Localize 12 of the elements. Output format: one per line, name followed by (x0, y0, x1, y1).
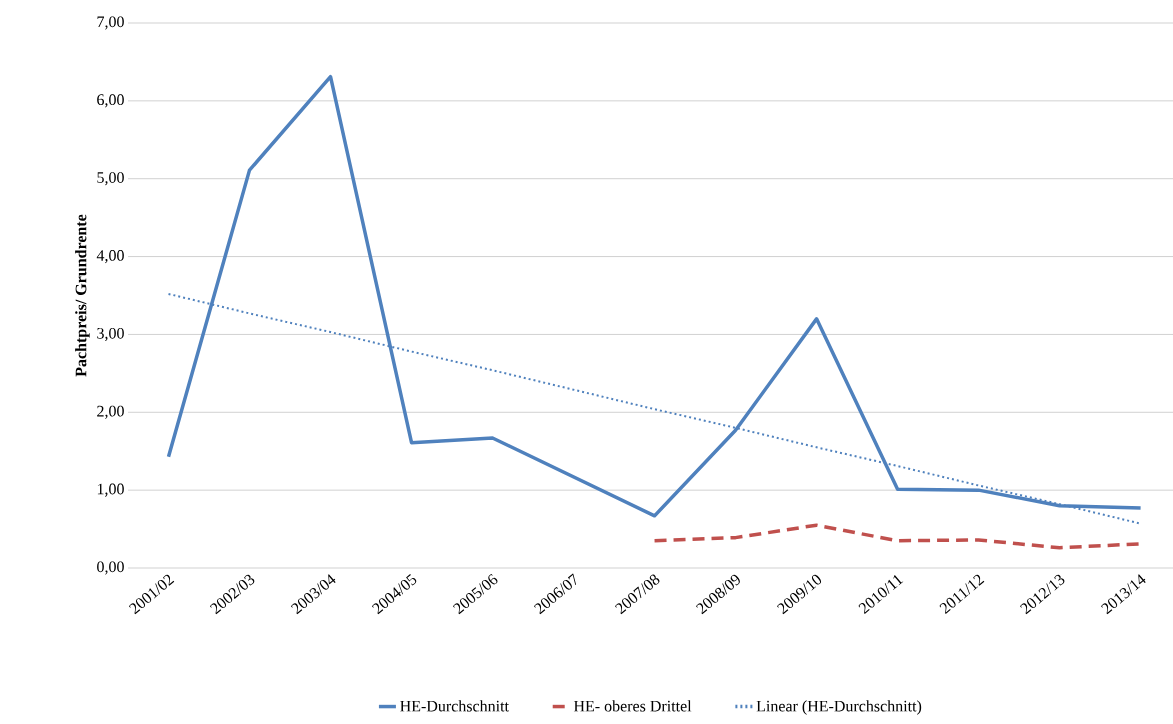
y-tick-label: 2,00 (97, 405, 124, 419)
y-tick-label: 5,00 (97, 172, 124, 186)
y-tick-label: 7,00 (97, 16, 124, 30)
y-tick-label: 6,00 (97, 94, 124, 108)
y-tick-label: 4,00 (96, 250, 124, 264)
legend-label: HE- oberes Drittel (573, 700, 692, 712)
y-tick-label: 1,00 (97, 483, 124, 497)
y-tick-label: 3,00 (97, 327, 124, 341)
legend-label: HE-Durchschnitt (400, 700, 509, 712)
y-tick-label: 0,00 (97, 561, 124, 575)
y-axis-title: Pachtpreis/ Grundrente (75, 214, 90, 377)
legend-label: Linear (HE-Durchschnitt) (756, 700, 922, 715)
